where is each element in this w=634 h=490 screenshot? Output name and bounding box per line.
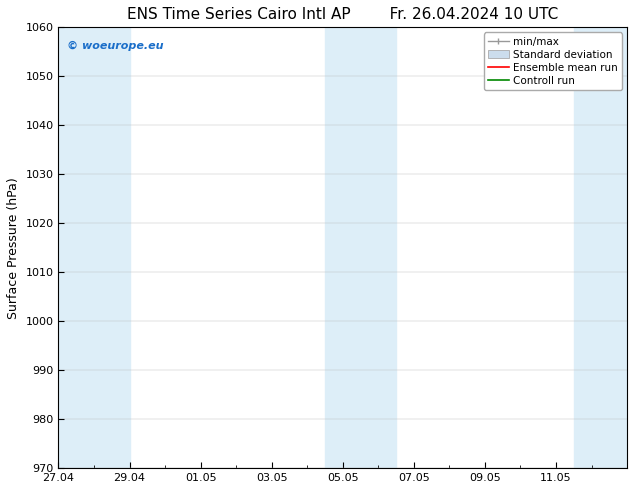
Title: ENS Time Series Cairo Intl AP        Fr. 26.04.2024 10 UTC: ENS Time Series Cairo Intl AP Fr. 26.04.… — [127, 7, 559, 22]
Bar — [574, 27, 627, 468]
Y-axis label: Surface Pressure (hPa): Surface Pressure (hPa) — [7, 177, 20, 318]
Text: © woeurope.eu: © woeurope.eu — [67, 41, 164, 50]
Bar — [58, 27, 129, 468]
Legend: min/max, Standard deviation, Ensemble mean run, Controll run: min/max, Standard deviation, Ensemble me… — [484, 32, 622, 90]
Bar — [325, 27, 396, 468]
